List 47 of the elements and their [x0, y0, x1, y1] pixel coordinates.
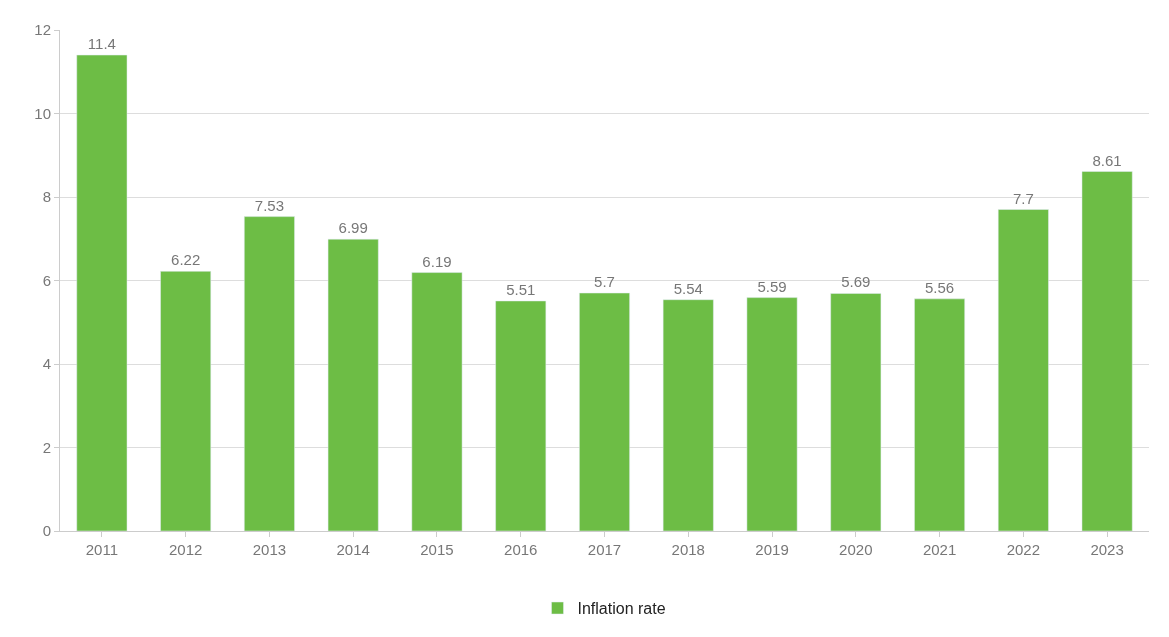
x-tick-label: 2014: [336, 541, 370, 558]
data-label: 5.69: [841, 273, 871, 291]
bar: [579, 292, 630, 531]
y-tick-label: 4: [42, 355, 51, 373]
x-tick-label: 2015: [420, 541, 454, 558]
bar: [1081, 171, 1133, 531]
bar: [830, 293, 882, 531]
y-tick-label: 10: [34, 104, 51, 122]
x-tick-label: 2016: [504, 541, 538, 558]
bar: [327, 238, 379, 531]
data-label: 7.53: [254, 196, 285, 214]
bar: [244, 216, 295, 531]
bar: [746, 297, 798, 531]
bar: [411, 272, 463, 531]
x-tick-label: 2013: [252, 541, 287, 558]
bar: [495, 300, 547, 531]
bar: [914, 298, 965, 531]
data-label: 6.99: [338, 219, 368, 237]
y-tick-label: 12: [34, 21, 51, 39]
data-label: 5.7: [594, 273, 615, 291]
x-tick-label: 2020: [839, 541, 873, 558]
data-label: 5.51: [506, 280, 536, 298]
data-label: 5.56: [924, 278, 955, 296]
data-label: 6.22: [171, 251, 201, 269]
data-label: 11.4: [87, 35, 116, 53]
x-tick-label: 2023: [1090, 541, 1124, 558]
data-label: 7.7: [1012, 189, 1034, 207]
bar: [997, 209, 1049, 531]
y-tick-label: 2: [42, 438, 51, 456]
data-label: 6.19: [422, 252, 452, 270]
data-label: 8.61: [1092, 151, 1122, 169]
data-label: 5.59: [757, 277, 787, 295]
x-tick-label: 2022: [1006, 541, 1041, 558]
x-tick-label: 2018: [671, 541, 705, 558]
x-tick-label: 2011: [85, 541, 119, 558]
x-tick-label: 2019: [755, 541, 789, 558]
x-tick-label: 2021: [922, 541, 957, 558]
bar: [662, 299, 714, 531]
data-label: 5.54: [673, 279, 703, 297]
y-tick-label: 8: [42, 188, 51, 206]
bar: [76, 54, 128, 531]
x-tick-label: 2012: [168, 541, 203, 558]
legend-label: Inflation rate: [577, 600, 666, 618]
y-tick-label: 0: [42, 522, 51, 540]
x-tick-label: 2017: [587, 541, 622, 558]
y-tick-label: 6: [42, 271, 51, 289]
bar: [160, 271, 212, 531]
